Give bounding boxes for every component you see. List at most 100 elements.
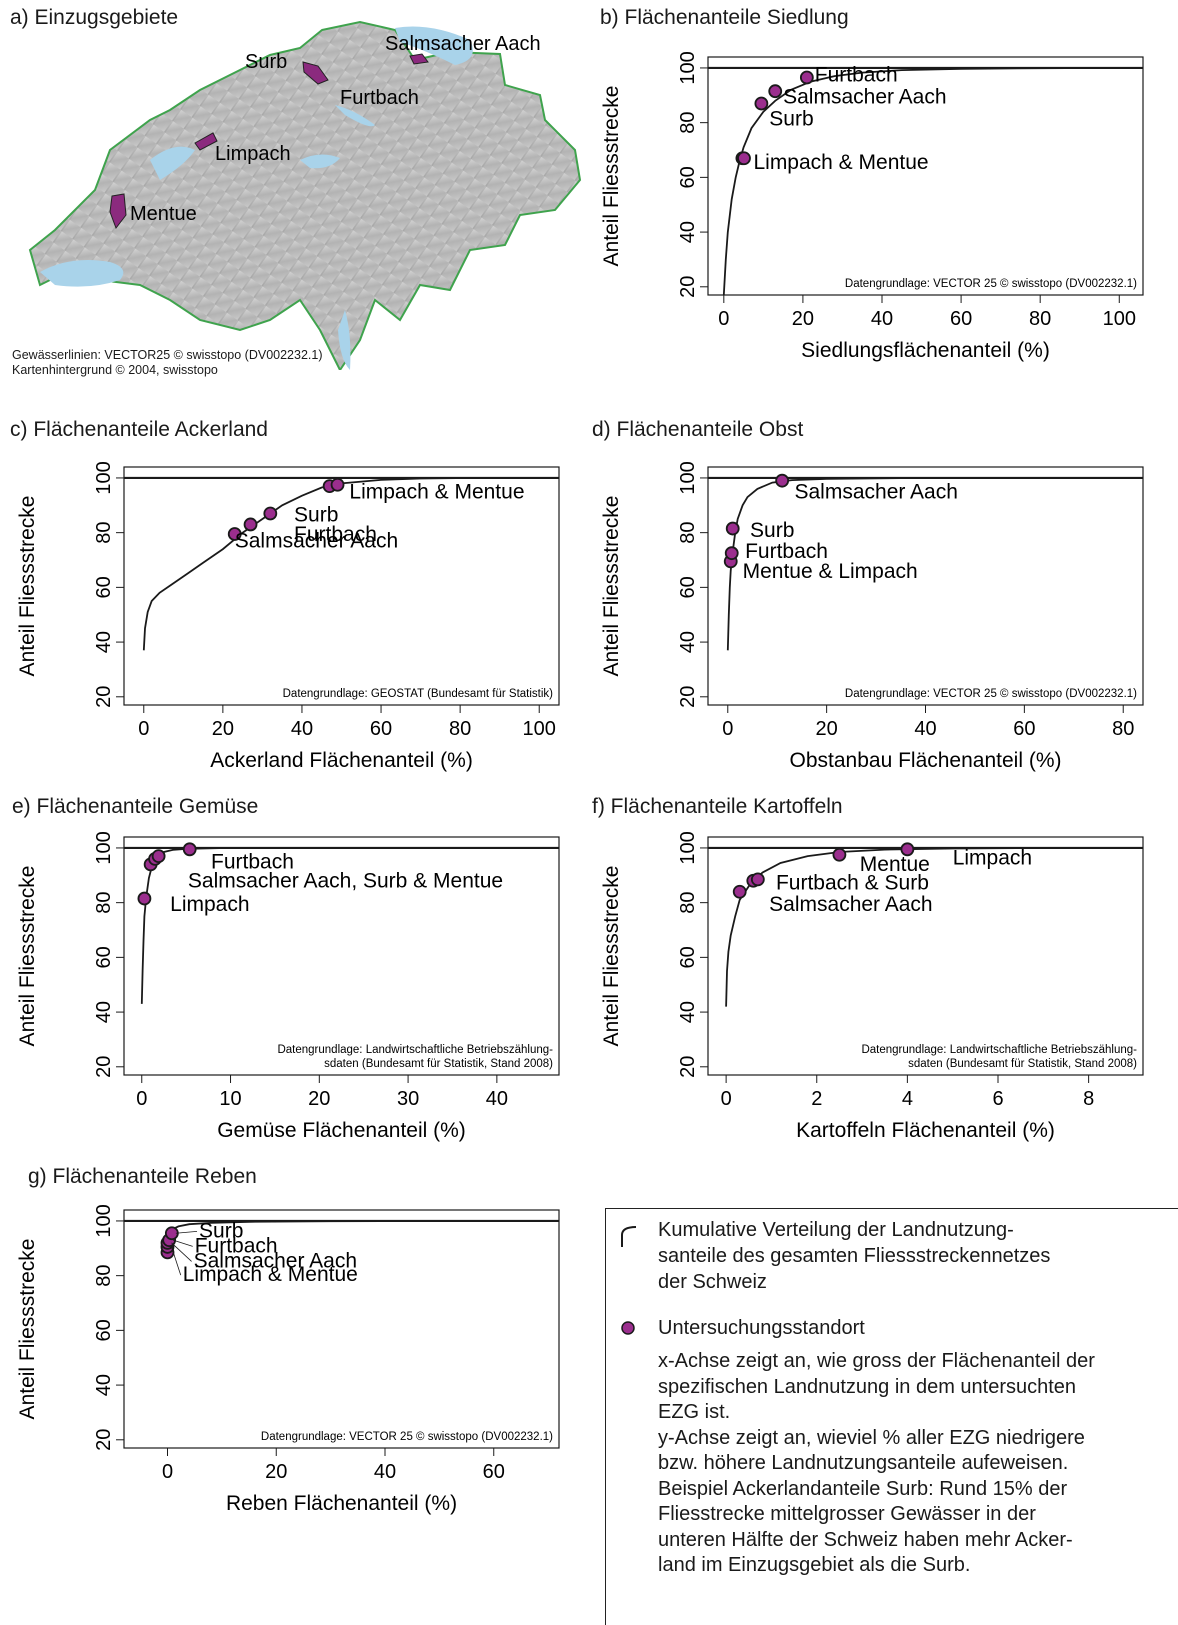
site-point (724, 546, 739, 561)
site-annotation: Surb (750, 519, 794, 542)
site-annotation: Mentue & Limpach (743, 560, 918, 583)
legend-expl-line: spezifischen Landnutzung in dem untersuc… (658, 1375, 1077, 1398)
country-outline (28, 20, 582, 370)
site-point (832, 847, 847, 862)
y-tick-label: 60 (93, 576, 115, 598)
legend-expl-line: Fliesstrecke mittelgrosser Gewässer in d… (658, 1503, 1036, 1525)
chart-title-e: e) Flächenanteile Gemüse (12, 795, 259, 818)
x-tick-label: 0 (722, 718, 733, 740)
map-credit-water: Gewässerlinien: VECTOR25 © swisstopo (DV… (12, 348, 323, 362)
y-tick-label: 20 (93, 1056, 115, 1078)
y-tick-label: 80 (93, 1265, 115, 1287)
catchment-limpach (194, 132, 218, 151)
site-annotation: Limpach (953, 846, 1032, 869)
site-annotation: Surb (769, 107, 813, 130)
annotation-leader (173, 1239, 193, 1247)
chart-e: 20 40 60 80 100 0 10 20 30 40 Gemüse Flächenanteil… (16, 831, 560, 1142)
y-tick-label: 60 (677, 166, 699, 188)
data-source-note: Datengrundlage: VECTOR 25 © swisstopo (D… (261, 1431, 553, 1443)
site-annotation: Salmsacher Aach, Surb & Mentue (188, 870, 503, 893)
cumulative-curve (726, 477, 1143, 651)
plot-frame (123, 1209, 560, 1449)
site-point (750, 872, 765, 887)
legend-curve-line-2: santeile des gesamten Fliessstreckennetz… (658, 1245, 1051, 1267)
x-tick-label: 4 (902, 1088, 913, 1110)
x-tick-label: 0 (721, 1088, 732, 1110)
legend-box: Kumulative Verteilung der Landnutzung- s… (605, 1208, 1178, 1625)
x-tick-label: 80 (449, 718, 471, 740)
y-axis-label: Anteil Fliessstrecke (600, 866, 623, 1047)
x-axis-label: Gemüse Flächenanteil (%) (217, 1119, 466, 1142)
x-tick-label: 10 (219, 1088, 241, 1110)
y-tick-label: 20 (93, 1429, 115, 1451)
lake-neuchatel (150, 146, 195, 180)
y-axis-label: Anteil Fliessstrecke (16, 1239, 39, 1420)
legend-expl-line: land im Einzugsgebiet als die Surb. (658, 1554, 971, 1576)
x-tick-label: 30 (397, 1088, 419, 1110)
site-annotation: Limpach & Mentue (183, 1263, 358, 1286)
legend-curve-line-3: der Schweiz (658, 1271, 767, 1293)
site-point (754, 96, 769, 111)
y-tick-label: 80 (677, 522, 699, 544)
y-tick-label: 100 (93, 831, 115, 864)
x-tick-label: 100 (523, 718, 556, 740)
y-tick-label: 40 (93, 1001, 115, 1023)
legend-expl-line: EZG ist. (658, 1401, 731, 1423)
site-point (182, 842, 197, 857)
data-source-note: Datengrundlage: GEOSTAT (Bundesamt für S… (283, 688, 554, 700)
x-tick-label: 20 (212, 718, 234, 740)
legend-curve-line-1: Kumulative Verteilung der Landnutzung- (658, 1219, 1014, 1241)
y-axis-label: Anteil Fliessstrecke (600, 86, 623, 267)
legend-point-text: Untersuchungsstandort (658, 1317, 865, 1339)
y-axis-label: Anteil Fliessstrecke (16, 496, 39, 677)
chart-f: 20 40 60 80 100 0 2 4 6 8 Kartoffeln Flächenanteil… (600, 831, 1144, 1142)
site-annotation: Limpach & Mentue (349, 480, 524, 503)
plot-frame (707, 836, 1144, 1076)
chart-title-b: b) Flächenanteile Siedlung (600, 6, 849, 29)
x-tick-label: 100 (1103, 308, 1136, 330)
site-annotation: Surb (199, 1219, 243, 1242)
map-label-mentue: Mentue (130, 203, 197, 225)
site-annotation: Furtbach (815, 64, 898, 87)
x-axis-label: Reben Flächenanteil (%) (226, 1492, 457, 1515)
chart-d: 20 40 60 80 100 0 20 40 60 80 Obstanbau Flächenant… (600, 461, 1144, 772)
plot-frame (123, 836, 560, 1076)
y-tick-label: 60 (93, 946, 115, 968)
site-annotation: Furtbach (294, 523, 377, 546)
x-tick-label: 0 (718, 308, 729, 330)
data-source-note: sdaten (Bundesamt für Statistik, Stand 2… (908, 1058, 1137, 1070)
site-point (330, 477, 345, 492)
y-tick-label: 100 (93, 461, 115, 494)
site-point (243, 517, 258, 532)
lake-geneva (40, 259, 124, 287)
cumulative-curve (722, 67, 1120, 296)
x-tick-label: 40 (486, 1088, 508, 1110)
data-source-note: Datengrundlage: Landwirtschaftliche Betr… (861, 1044, 1137, 1056)
site-point (737, 151, 751, 166)
site-annotation: Furtbach (211, 850, 294, 873)
y-tick-label: 40 (677, 1001, 699, 1023)
x-tick-label: 8 (1083, 1088, 1094, 1110)
site-point (227, 527, 242, 541)
x-tick-label: 2 (811, 1088, 822, 1110)
site-annotation: Mentue (860, 853, 930, 876)
x-tick-label: 80 (1029, 308, 1051, 330)
site-point (151, 849, 166, 864)
y-tick-label: 80 (93, 892, 115, 914)
x-tick-label: 20 (265, 1461, 287, 1483)
legend-expl-line: x-Achse zeigt an, wie gross der Flächena… (658, 1350, 1095, 1372)
site-annotation: Salmsacher Aach (235, 530, 398, 553)
x-tick-label: 0 (136, 1088, 147, 1110)
x-tick-label: 40 (871, 308, 893, 330)
y-axis-label: Anteil Fliessstrecke (600, 496, 623, 677)
x-axis-label: Obstanbau Flächenanteil (%) (790, 749, 1062, 772)
y-tick-label: 80 (677, 112, 699, 134)
y-axis-label: Anteil Fliessstrecke (16, 866, 39, 1047)
annotation-leader (171, 1242, 192, 1262)
x-axis-label: Siedlungsflächenanteil (%) (801, 339, 1050, 362)
switzerland-map: Surb Salmsacher Aach Furtbach Limpach Me… (28, 20, 582, 370)
y-tick-label: 60 (677, 946, 699, 968)
point-symbol-icon (621, 1321, 635, 1335)
plot-frame (123, 466, 560, 706)
x-tick-label: 6 (992, 1088, 1003, 1110)
